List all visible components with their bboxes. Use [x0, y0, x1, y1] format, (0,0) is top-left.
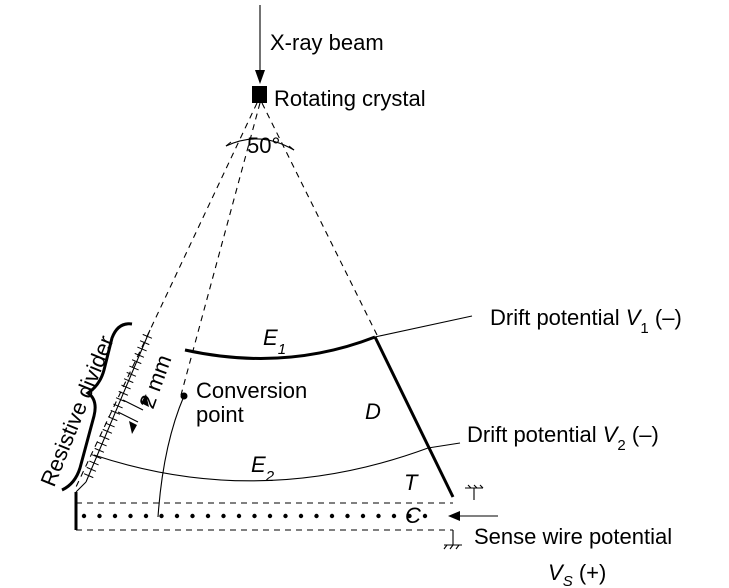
conversion-label-2: point — [196, 402, 244, 427]
sense-wire-dot — [113, 514, 117, 518]
e2-label: E2 — [251, 452, 275, 485]
sense-wire-dot — [206, 514, 210, 518]
beam-arrowhead — [255, 70, 265, 84]
v2-leader — [428, 443, 460, 448]
v1-leader — [375, 316, 472, 337]
sense-wire-dot — [175, 514, 179, 518]
drift-v1-label: Drift potential V1 (–) — [490, 305, 682, 337]
sense-wire-dot — [330, 514, 334, 518]
ground-bottom-hatch-3 — [456, 545, 459, 549]
beam-label: X-ray beam — [270, 30, 384, 55]
sense-wire-dot — [97, 514, 101, 518]
sense-wire-dot — [190, 514, 194, 518]
sense-wire-dot — [252, 514, 256, 518]
angle-label: 50° — [247, 133, 280, 158]
vs-label: VS (+) — [548, 560, 606, 588]
sense-wire-dot — [299, 514, 303, 518]
two-mm-label: 2 mm — [134, 351, 176, 411]
dim-line-bottom — [118, 412, 138, 422]
region-c-label: C — [405, 503, 421, 528]
sense-wire-label: Sense wire potential — [474, 524, 672, 549]
sense-wire-dot — [314, 514, 318, 518]
region-t-label: T — [404, 470, 419, 495]
conversion-drift-path — [158, 396, 184, 517]
e1-label: E1 — [263, 325, 286, 358]
sense-wire-dot — [283, 514, 287, 518]
sense-wire-dot — [159, 514, 163, 518]
divider-label: Resistive divider — [35, 332, 118, 490]
sense-wire-dot — [144, 514, 148, 518]
ground-bottom-hatch-2 — [450, 545, 453, 549]
crystal-block — [252, 86, 267, 103]
sense-wire-dot — [128, 514, 132, 518]
sense-wire-dot — [221, 514, 225, 518]
sense-wire-dot — [237, 514, 241, 518]
sense-wire-dot — [268, 514, 272, 518]
crystal-label: Rotating crystal — [274, 86, 426, 111]
sense-wire-dot — [392, 514, 396, 518]
dim-arrow-bottom — [129, 421, 137, 434]
sense-wire-row — [82, 514, 427, 518]
sense-wire-dot — [423, 514, 427, 518]
sense-wire-dot — [376, 514, 380, 518]
sense-wire-dot — [82, 514, 86, 518]
drift-v2-label: Drift potential V2 (–) — [467, 422, 659, 454]
conversion-label-1: Conversion — [196, 378, 307, 403]
ground-bottom-hatch-1 — [444, 545, 447, 549]
sense-wire-dot — [361, 514, 365, 518]
sense-arrowhead — [448, 511, 460, 521]
sense-wire-dot — [345, 514, 349, 518]
region-d-label: D — [365, 399, 381, 424]
